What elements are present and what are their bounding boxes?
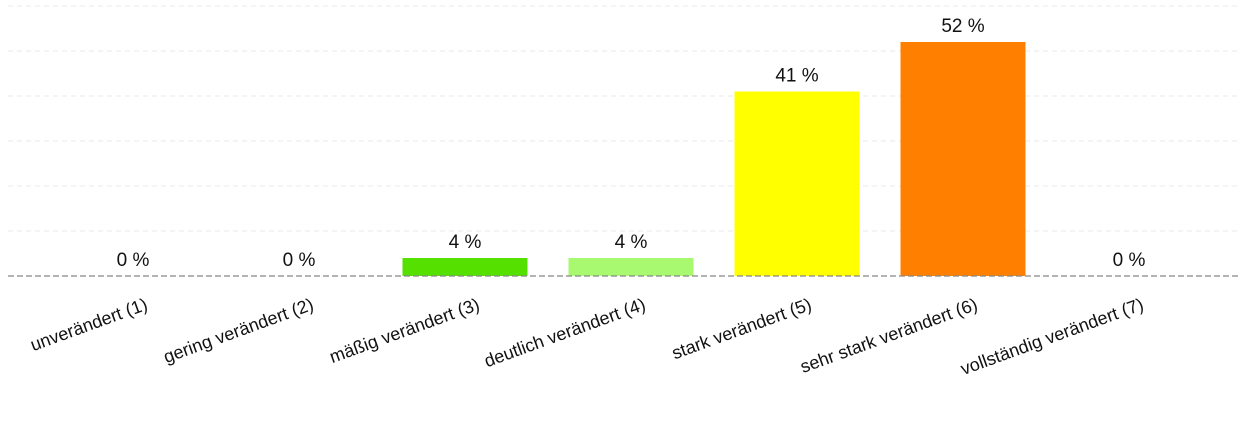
bar-value-label: 0 % [283,250,316,271]
bars [402,42,1026,276]
bar-value-label: 0 % [117,250,150,271]
x-tick-labels: unverändert (1) gering verändert (2) mäßig… [28,294,1146,379]
bar [568,258,694,276]
x-tick-label: unverändert (1) [28,294,150,355]
x-tick-label: mäßig verändert (3) [327,294,482,367]
bar-value-label: 0 % [1113,250,1146,271]
bar-value-label: 4 % [449,232,482,253]
x-tick-label: deutlich verändert (4) [481,294,648,371]
bar [900,42,1026,276]
bar [402,258,528,276]
bar-value-label: 41 % [775,66,818,87]
x-tick-label: vollständig verändert (7) [958,294,1146,379]
bar-value-label: 52 % [941,16,984,37]
x-tick-label: sehr stark verändert (6) [798,294,981,377]
bar-value-label: 4 % [615,232,648,253]
x-tick-label: stark verändert (5) [669,294,814,363]
x-tick-label: gering verändert (2) [161,294,316,367]
value-labels: 0 % 0 % 4 % 4 % 41 % 52 % 0 % [117,16,1146,271]
bar [734,91,860,276]
gridlines [8,5,1240,232]
